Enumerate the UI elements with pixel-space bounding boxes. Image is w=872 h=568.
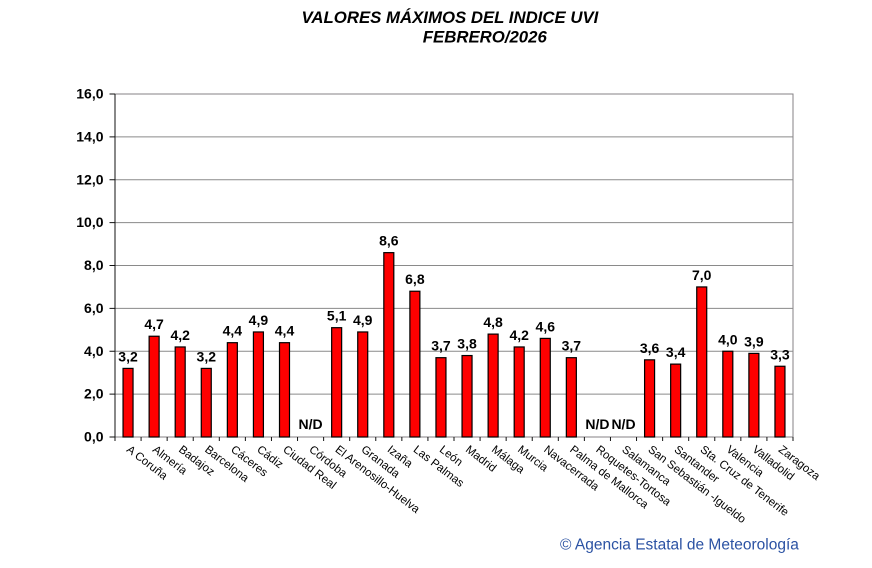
svg-text:4,8: 4,8 bbox=[483, 314, 503, 330]
svg-text:4,9: 4,9 bbox=[249, 312, 269, 328]
svg-text:8,0: 8,0 bbox=[84, 257, 104, 273]
svg-text:8,6: 8,6 bbox=[379, 233, 399, 249]
svg-text:N/D: N/D bbox=[585, 416, 609, 432]
svg-text:4,0: 4,0 bbox=[718, 331, 738, 347]
svg-text:FEBRERO/2026: FEBRERO/2026 bbox=[423, 28, 548, 47]
svg-text:4,4: 4,4 bbox=[275, 323, 295, 339]
svg-text:4,9: 4,9 bbox=[353, 312, 373, 328]
svg-text:3,7: 3,7 bbox=[431, 338, 451, 354]
svg-text:4,6: 4,6 bbox=[536, 318, 556, 334]
svg-text:3,2: 3,2 bbox=[118, 348, 138, 364]
svg-text:4,7: 4,7 bbox=[144, 316, 164, 332]
svg-text:2,0: 2,0 bbox=[84, 386, 104, 402]
svg-text:4,2: 4,2 bbox=[509, 327, 529, 343]
svg-text:6,0: 6,0 bbox=[84, 300, 104, 316]
svg-text:N/D: N/D bbox=[299, 416, 323, 432]
svg-text:3,2: 3,2 bbox=[197, 348, 217, 364]
svg-text:3,4: 3,4 bbox=[666, 344, 686, 360]
svg-text:16,0: 16,0 bbox=[76, 86, 103, 102]
svg-text:4,2: 4,2 bbox=[170, 327, 190, 343]
svg-text:VALORES MÁXIMOS DEL INDICE UVI: VALORES MÁXIMOS DEL INDICE UVI bbox=[301, 8, 598, 27]
svg-text:3,7: 3,7 bbox=[562, 338, 582, 354]
svg-text:6,8: 6,8 bbox=[405, 271, 425, 287]
svg-text:7,0: 7,0 bbox=[692, 267, 712, 283]
svg-text:10,0: 10,0 bbox=[76, 214, 103, 230]
svg-text:N/D: N/D bbox=[611, 416, 635, 432]
svg-text:4,0: 4,0 bbox=[84, 343, 104, 359]
svg-text:12,0: 12,0 bbox=[76, 171, 103, 187]
svg-text:5,1: 5,1 bbox=[327, 308, 347, 324]
svg-text:© Agencia Estatal de Meteorolo: © Agencia Estatal de Meteorología bbox=[560, 537, 799, 554]
svg-text:3,6: 3,6 bbox=[640, 340, 660, 356]
svg-text:3,3: 3,3 bbox=[770, 346, 790, 362]
svg-text:14,0: 14,0 bbox=[76, 128, 103, 144]
svg-text:3,8: 3,8 bbox=[457, 336, 477, 352]
svg-text:4,4: 4,4 bbox=[223, 323, 243, 339]
svg-text:0,0: 0,0 bbox=[84, 429, 104, 445]
svg-text:3,9: 3,9 bbox=[744, 333, 764, 349]
